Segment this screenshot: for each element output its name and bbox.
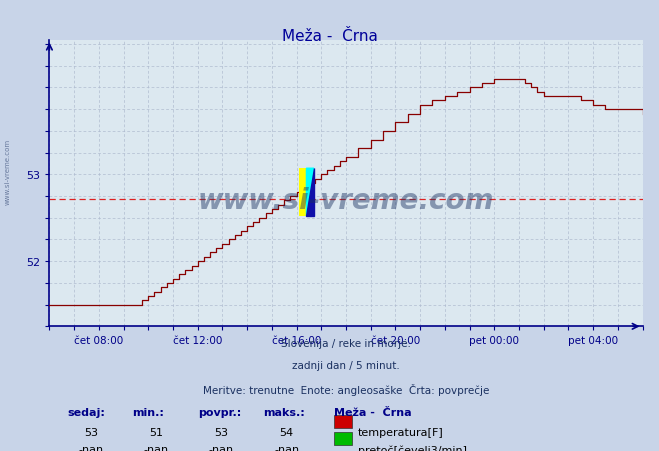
Text: Meža -  Črna: Meža - Črna — [281, 29, 378, 44]
Text: 53: 53 — [84, 427, 98, 437]
Polygon shape — [306, 169, 314, 216]
Text: 53: 53 — [214, 427, 229, 437]
Text: www.si-vreme.com: www.si-vreme.com — [5, 138, 11, 204]
Text: Meža -  Črna: Meža - Črna — [334, 407, 412, 417]
Text: sedaj:: sedaj: — [67, 407, 105, 417]
Text: Slovenija / reke in morje.: Slovenija / reke in morje. — [281, 339, 411, 349]
Text: -nan: -nan — [274, 444, 299, 451]
Text: zadnji dan / 5 minut.: zadnji dan / 5 minut. — [292, 361, 400, 371]
Text: www.si-vreme.com: www.si-vreme.com — [198, 187, 494, 215]
Text: -nan: -nan — [78, 444, 103, 451]
Text: -nan: -nan — [209, 444, 234, 451]
Bar — [334, 414, 352, 428]
Text: 51: 51 — [149, 427, 163, 437]
Polygon shape — [306, 169, 314, 216]
Text: temperatura[F]: temperatura[F] — [358, 427, 444, 437]
Text: maks.:: maks.: — [263, 407, 304, 417]
Text: povpr.:: povpr.: — [198, 407, 241, 417]
Bar — [334, 432, 352, 446]
Text: 54: 54 — [279, 427, 294, 437]
FancyBboxPatch shape — [299, 169, 306, 216]
Text: Meritve: trenutne  Enote: angleosaške  Črta: povprečje: Meritve: trenutne Enote: angleosaške Črt… — [203, 383, 489, 395]
Text: min.:: min.: — [132, 407, 164, 417]
Text: pretoč[čevelj3/min]: pretoč[čevelj3/min] — [358, 444, 467, 451]
Text: -nan: -nan — [144, 444, 169, 451]
